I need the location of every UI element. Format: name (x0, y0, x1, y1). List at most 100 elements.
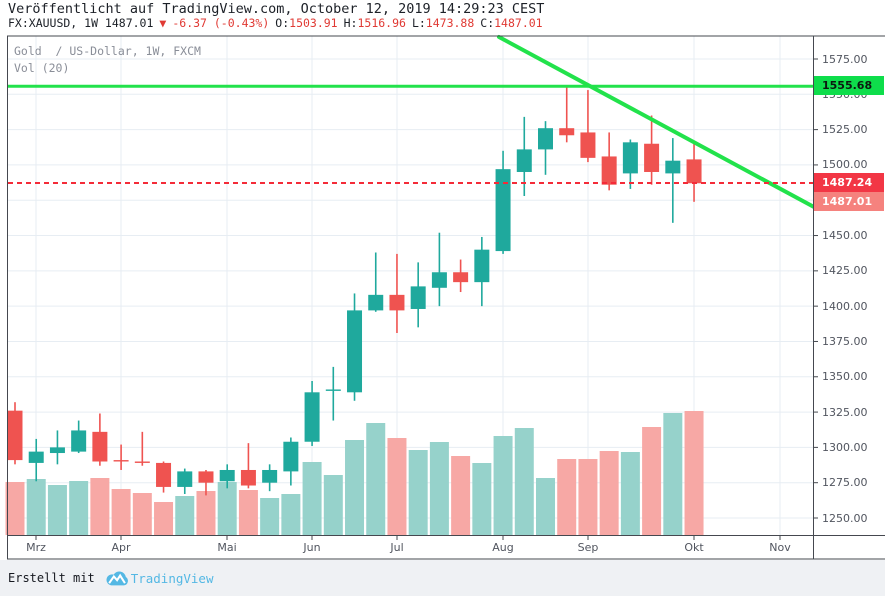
volume-bar (281, 494, 301, 535)
candle-body (219, 469, 235, 482)
published-note: Veröffentlicht auf TradingView.com, Octo… (8, 1, 545, 17)
candle-body (28, 451, 44, 463)
volume-bar (5, 482, 25, 535)
price-tick-label: 1450.00 (822, 229, 868, 243)
volume-bar (536, 478, 555, 535)
candle-body (665, 160, 681, 174)
volume-bar (514, 428, 534, 535)
candle-body (113, 460, 129, 462)
candle-body (495, 169, 511, 252)
candle-body (474, 249, 490, 283)
volume-bar (578, 459, 598, 535)
candle-body (516, 149, 532, 172)
candle-body (49, 447, 65, 454)
price-tick-label: 1325.00 (822, 405, 868, 419)
resistance-price-label: 1555.68 (814, 76, 884, 96)
month-tick-label: Jul (390, 541, 404, 554)
candle-body (325, 389, 341, 391)
tradingview-logo-icon (106, 571, 128, 585)
volume-bar (557, 459, 577, 535)
price-tick-label: 1375.00 (822, 334, 868, 348)
created-with-text: Erstellt mit (8, 571, 95, 585)
candle-body (198, 471, 214, 483)
volume-bar (196, 491, 216, 535)
month-tick-label: Jun (303, 541, 321, 554)
volume-bar (472, 463, 492, 535)
month-tick-label: Apr (111, 541, 131, 554)
volume-bar (69, 481, 89, 535)
volume-bar (408, 450, 428, 535)
volume-bar (663, 413, 683, 535)
candle-body (622, 142, 638, 174)
candle-body (601, 156, 617, 185)
candle-body (686, 159, 702, 184)
volume-bar (429, 442, 449, 535)
ohlc-close-label: C: (480, 16, 495, 30)
candle-body (410, 286, 426, 309)
month-tick-label: Sep (577, 541, 599, 554)
price-tick-label: 1575.00 (822, 52, 868, 66)
month-tick-label: Mrz (26, 541, 46, 554)
candle-body (262, 469, 278, 483)
volume-bar (238, 490, 258, 535)
volume-bar (620, 452, 640, 535)
candle-body (71, 430, 87, 452)
ohlc-low-label: L: (411, 16, 426, 30)
candle-body (347, 310, 363, 393)
ohlc-high-value: 1516.96 (357, 16, 406, 30)
candle-body (177, 471, 193, 487)
tradingview-brand[interactable]: TradingView (130, 570, 214, 586)
candle-body (580, 132, 596, 158)
change-arrow-icon: ▼ (159, 16, 167, 30)
candle-body (431, 272, 447, 288)
candle-body (559, 128, 575, 136)
symbol-info: FX:XAUUSD, 1W 1487.01 (8, 16, 154, 30)
price-tick-label: 1425.00 (822, 264, 868, 278)
volume-bar (451, 456, 471, 535)
price-tick-label: 1500.00 (822, 158, 868, 172)
volume-bar (47, 485, 67, 535)
symbol-status-line: FX:XAUUSD, 1W 1487.01 ▼ -6.37 (-0.43%) O:15… (8, 16, 543, 30)
volume-bar (302, 462, 322, 535)
price-change: -6.37 (-0.43%) (172, 16, 270, 30)
volume-bar (90, 478, 110, 535)
volume-bar (493, 436, 513, 535)
volume-bar (684, 411, 704, 535)
month-tick-label: Nov (769, 541, 791, 554)
last-price-label: 1487.01 (814, 192, 884, 212)
candle-body (538, 128, 553, 150)
candle-body (134, 461, 150, 463)
volume-bar (387, 438, 407, 535)
month-tick-label: Okt (684, 541, 704, 554)
chart-legend-symbol: Gold / US-Dollar, 1W, FXCM (14, 44, 201, 58)
hline-price-label: 1487.24 (814, 172, 884, 192)
candle-body (453, 272, 469, 283)
volume-bar (111, 489, 131, 535)
price-tick-label: 1250.00 (822, 511, 868, 525)
candle-body (92, 431, 108, 462)
price-tick-label: 1350.00 (822, 370, 868, 384)
volume-bar (132, 493, 152, 535)
candle-body (368, 294, 384, 311)
footer: Erstellt mit TradingView (0, 560, 885, 596)
volume-bar (345, 440, 365, 535)
volume-bar (366, 423, 386, 535)
price-tick-label: 1525.00 (822, 123, 868, 137)
volume-bar (642, 427, 662, 535)
ohlc-open-label: O: (275, 16, 290, 30)
ohlc-close-value: 1487.01 (494, 16, 543, 30)
volume-bar (175, 496, 195, 535)
ohlc-low-value: 1473.88 (425, 16, 475, 30)
volume-bar (323, 475, 343, 535)
candle-body (389, 294, 405, 311)
price-tick-label: 1300.00 (822, 440, 868, 454)
price-tick-label: 1275.00 (822, 476, 868, 490)
candle-body (156, 462, 172, 487)
volume-bar (217, 482, 237, 535)
volume-bar (599, 451, 619, 535)
ohlc-open-value: 1503.91 (289, 16, 338, 30)
ohlc-high-label: H: (343, 16, 358, 30)
month-tick-label: Aug (492, 541, 514, 554)
